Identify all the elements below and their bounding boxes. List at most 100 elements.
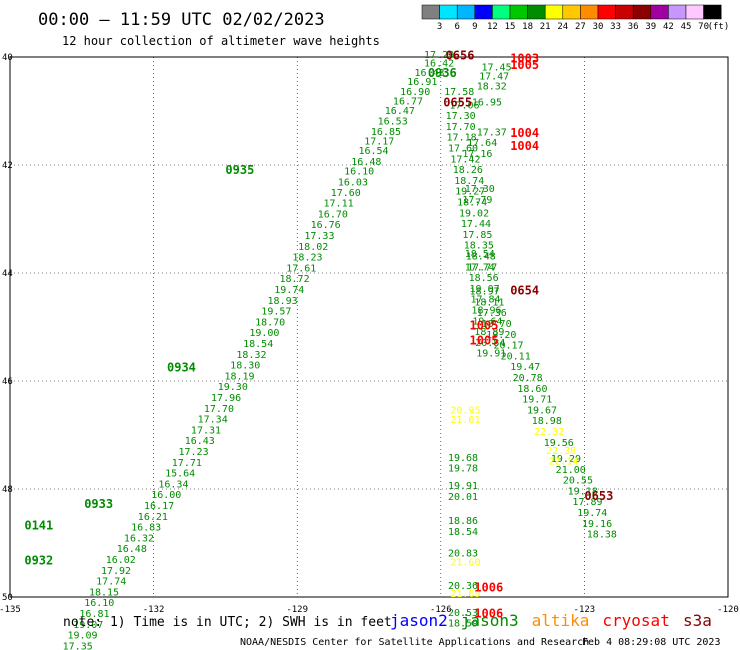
- wave-height-point: 19.71: [522, 395, 552, 406]
- wave-height-point: 19.20: [486, 330, 516, 341]
- wave-height-point: 17.47: [479, 72, 509, 83]
- color-scale-label: 30: [593, 22, 604, 32]
- wave-height-point: 19.00: [249, 328, 279, 339]
- color-swatch: [668, 4, 687, 20]
- wave-height-point: 17.79: [462, 195, 492, 206]
- wave-height-point: 17.23: [178, 447, 208, 458]
- pass-time-label: 1006: [474, 581, 503, 595]
- pass-time-label: 0655: [443, 96, 472, 110]
- wave-height-point: 16.02: [106, 555, 136, 566]
- wave-height-point: 19.07: [470, 284, 500, 295]
- wave-height-point: 17.34: [198, 415, 228, 426]
- pass-time-labels: 0935 0934 0933 0141 0932 0936 0656 0655 0654 0653…: [24, 49, 613, 621]
- wave-height-point: 16.03: [338, 178, 368, 189]
- wave-height-point: 18.35: [464, 241, 494, 252]
- chart-title: 00:00 – 11:59 UTC 02/02/2023: [38, 10, 325, 30]
- wave-height-point: 16.32: [124, 533, 154, 544]
- pass-time-label: 0936: [428, 66, 457, 80]
- y-tick-label: 42: [2, 161, 13, 171]
- wave-height-point: 18.30: [230, 361, 260, 372]
- color-scale-label: 33: [610, 22, 621, 32]
- wave-height-point: 17.71: [172, 458, 202, 469]
- wave-height-point: 18.54: [465, 249, 495, 260]
- wave-height-point: 16.43: [414, 68, 444, 79]
- wave-height-point: 17.30: [465, 184, 495, 195]
- y-tick-label: 50: [2, 593, 13, 603]
- wave-height-point: 16.91: [407, 77, 437, 88]
- wave-height-point: 17.16: [462, 149, 492, 160]
- wave-height-point: 20.84: [475, 338, 505, 349]
- wave-height-point: 16.81: [79, 609, 109, 620]
- x-tick-label: -120: [717, 605, 739, 615]
- wave-height-point: 19.07: [73, 620, 103, 631]
- wave-height-point: 17.61: [286, 263, 316, 274]
- wave-height-point: 18.89: [474, 327, 504, 338]
- wave-height-point: 20.53: [448, 608, 478, 619]
- x-tick-label: -132: [143, 605, 165, 615]
- wave-height-point: 20.78: [513, 373, 543, 384]
- y-tick-label: 44: [2, 269, 13, 279]
- wave-height-point: 22.38: [546, 446, 576, 457]
- wave-height-point: 17.18: [447, 133, 477, 144]
- color-scale-label: 18: [522, 22, 533, 32]
- wave-height-point: 18.26: [453, 165, 483, 176]
- pass-time-label: 1004: [510, 139, 539, 153]
- wave-height-point: 16.43: [185, 436, 215, 447]
- wave-height-point: 18.54: [243, 339, 273, 350]
- color-swatch: [509, 4, 528, 20]
- wave-height-point: 19.67: [527, 405, 557, 416]
- wave-height-point: 21.69: [450, 589, 480, 600]
- wave-height-point: 16.21: [138, 512, 168, 523]
- wave-height-point: 17.96: [211, 393, 241, 404]
- wave-height-points: 17.2916.4216.4316.9116.9016.7716.4716.53…: [63, 50, 617, 650]
- wave-height-point: 16.10: [344, 167, 374, 178]
- footer-credit: NOAA/NESDIS Center for Satellite Applica…: [240, 637, 589, 648]
- wave-height-point: 16.85: [371, 127, 401, 138]
- color-swatch: [492, 4, 511, 20]
- wave-height-point: 18.74: [457, 198, 487, 209]
- wave-height-point: 16.53: [378, 117, 408, 128]
- chart-subtitle: 12 hour collection of altimeter wave hei…: [62, 34, 380, 48]
- pass-time-label: 0934: [167, 360, 196, 374]
- x-axis-tick-labels: -135 -132 -129 -126 -123 -120: [0, 605, 739, 615]
- wave-height-point: 17.30: [446, 111, 476, 122]
- y-tick-label: 46: [2, 377, 13, 387]
- color-scale-label: 39: [645, 22, 656, 32]
- wave-height-point: 16.70: [318, 209, 348, 220]
- wave-height-point: 16.76: [311, 220, 341, 231]
- wave-height-point: 15.64: [165, 469, 195, 480]
- color-swatch: [580, 4, 599, 20]
- wave-height-point: 18.54: [448, 527, 478, 538]
- footer-timestamp: Feb 4 08:29:08 UTC 2023: [582, 637, 720, 648]
- x-tick-label: -135: [0, 605, 21, 615]
- wave-height-point: 20.55: [563, 476, 593, 487]
- wave-height-point: 19.64: [472, 316, 502, 327]
- pass-time-label: 1005: [510, 58, 539, 72]
- wave-height-point: 17.77: [467, 262, 497, 273]
- color-scale-label: 12: [487, 22, 498, 32]
- color-swatch: [474, 4, 493, 20]
- color-scale-legend: 3 6 9 12 15 18 21 24 27 30 33 36 39 42 45 70(ft): [421, 4, 729, 32]
- wave-height-point: 17.60: [331, 188, 361, 199]
- satellite-legend-item: altika: [532, 611, 590, 630]
- color-swatch: [685, 4, 704, 20]
- pass-time-label: 1006: [474, 607, 503, 621]
- wave-height-point: 21.60: [450, 558, 480, 569]
- wave-height-point: 18.32: [477, 81, 507, 92]
- wave-height-point: 19.78: [448, 464, 478, 475]
- wave-height-point: 16.42: [424, 59, 454, 70]
- wave-height-point: 17.70: [446, 122, 476, 133]
- wave-height-point: 17.74: [465, 262, 495, 273]
- color-scale-label: 3: [437, 22, 442, 32]
- wave-height-point: 17.58: [444, 87, 474, 98]
- color-swatch: [439, 4, 458, 20]
- color-scale-label: 36: [628, 22, 639, 32]
- wave-height-point: 20.36: [448, 581, 478, 592]
- wave-height-point: 20.17: [493, 341, 523, 352]
- satellite-legend-item: s3a: [683, 611, 712, 630]
- satellite-legend: jason2 jason3 altika cryosat s3a: [390, 611, 712, 630]
- wave-height-point: 16.48: [117, 544, 147, 555]
- wave-height-point: 18.59: [448, 619, 478, 630]
- color-scale-label: 21: [540, 22, 551, 32]
